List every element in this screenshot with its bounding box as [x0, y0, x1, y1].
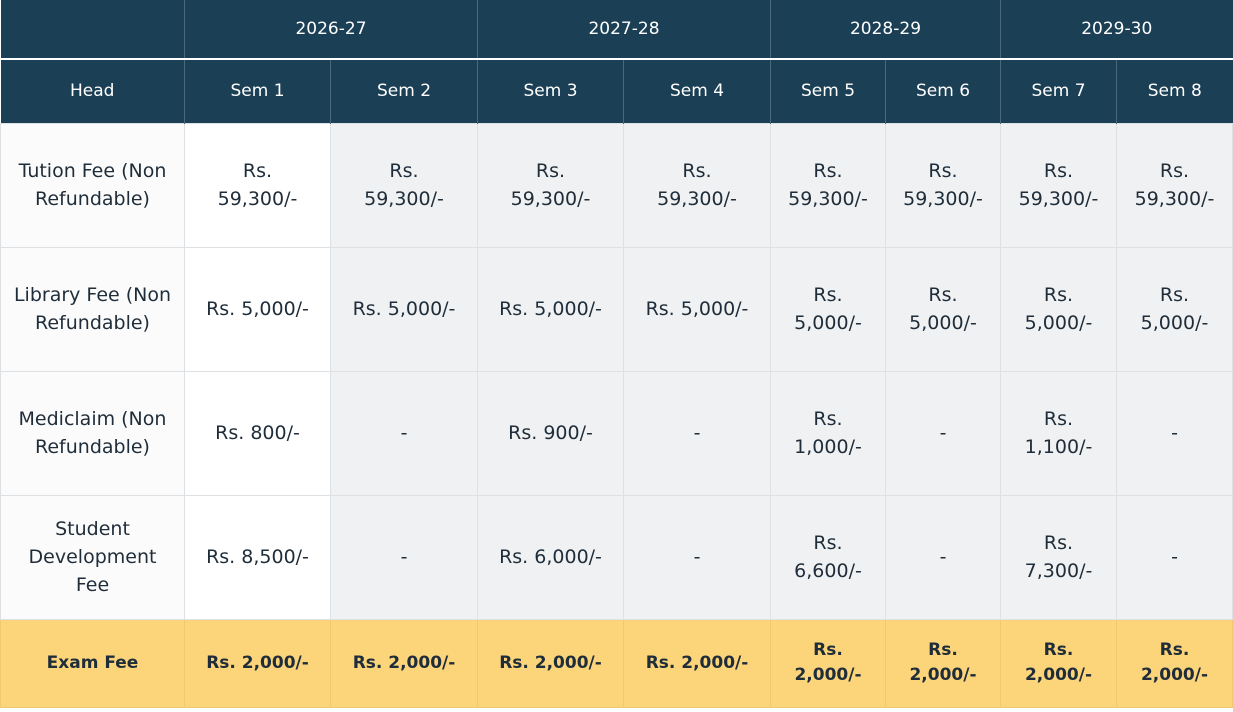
fee-cell: Rs. 1,000/-	[770, 370, 886, 496]
fee-cell: Rs. 59,300/-	[1000, 122, 1117, 248]
fee-value: Rs. 900/-	[477, 370, 624, 496]
fee-head-label: Tution Fee (Non Refundable)	[0, 122, 185, 248]
year-header-blank	[0, 0, 185, 60]
fee-cell: Rs. 59,300/-	[770, 122, 886, 248]
fee-cell: Rs. 2,000/-	[1000, 618, 1117, 708]
fee-head-label: Mediclaim (Non Refundable)	[0, 370, 185, 496]
fee-cell: Rs. 59,300/-	[885, 122, 1001, 248]
fee-value: -	[1116, 494, 1233, 620]
fee-value: Rs. 59,300/-	[1134, 160, 1215, 210]
fee-value: Rs. 59,300/-	[1018, 160, 1099, 210]
fee-cell: Rs. 5,000/-	[770, 246, 886, 372]
fee-value: Rs. 5,000/-	[1024, 284, 1093, 334]
table-row-mediclaim: Mediclaim (Non Refundable) Rs. 800/- - R…	[0, 370, 1233, 496]
fee-value: Rs. 5,000/-	[184, 246, 331, 372]
sem-header: Sem 8	[1116, 59, 1233, 123]
fee-value: Rs. 59,300/-	[657, 160, 737, 210]
fee-cell: Rs. 59,300/-	[477, 122, 624, 248]
fee-value: -	[885, 494, 1001, 620]
sem-header: Sem 5	[770, 59, 886, 123]
table-row-exam-fee: Exam Fee Rs. 2,000/- Rs. 2,000/- Rs. 2,0…	[0, 618, 1233, 708]
fee-value: Rs. 8,500/-	[184, 494, 331, 620]
fee-cell: Rs. 5,000/-	[1116, 246, 1233, 372]
fee-value: Rs. 6,000/-	[477, 494, 624, 620]
fee-value: Rs. 2,000/-	[184, 618, 331, 708]
fee-value: Rs. 59,300/-	[510, 160, 591, 210]
year-header-2027-28: 2027-28	[477, 0, 771, 60]
sem-header: Sem 7	[1000, 59, 1117, 123]
fee-value: -	[1116, 370, 1233, 496]
fee-value: Rs. 1,100/-	[1024, 408, 1093, 458]
sem-header: Sem 2	[330, 59, 478, 123]
year-header-2028-29: 2028-29	[770, 0, 1001, 60]
year-header-2026-27: 2026-27	[184, 0, 478, 60]
fee-value: Rs. 2,000/-	[477, 618, 624, 708]
fee-value: Rs. 5,000/-	[330, 246, 478, 372]
semester-header-row: Head Sem 1 Sem 2 Sem 3 Sem 4 Sem 5 Sem 6…	[0, 59, 1233, 123]
fee-value: Rs. 6,600/-	[794, 532, 862, 582]
fee-cell: Rs. 2,000/-	[885, 618, 1001, 708]
table-row-tuition-fee: Tution Fee (Non Refundable) Rs. 59,300/-…	[0, 122, 1233, 248]
fee-value: Rs. 59,300/-	[364, 160, 444, 210]
sem-header: Sem 4	[623, 59, 771, 123]
fee-value: Rs. 2,000/-	[909, 640, 977, 685]
fee-value: -	[623, 370, 771, 496]
fee-value: Rs. 800/-	[184, 370, 331, 496]
fee-value: -	[885, 370, 1001, 496]
fee-value: Rs. 2,000/-	[623, 618, 771, 708]
fee-cell: Rs. 59,300/-	[1116, 122, 1233, 248]
fee-value: -	[330, 494, 478, 620]
fee-value: Rs. 5,000/-	[909, 284, 977, 334]
fee-cell: Rs. 5,000/-	[1000, 246, 1117, 372]
table-row-student-development-fee: Student Development Fee Rs. 8,500/- - Rs…	[0, 494, 1233, 620]
fee-value: Rs. 5,000/-	[794, 284, 862, 334]
fee-value: Rs. 59,300/-	[903, 160, 983, 210]
fee-value: Rs. 5,000/-	[1140, 284, 1209, 334]
fee-value: Rs. 7,300/-	[1024, 532, 1093, 582]
fee-value: Rs. 2,000/-	[1024, 640, 1093, 685]
fee-head-label: Exam Fee	[0, 618, 185, 708]
fee-value: Rs. 2,000/-	[794, 640, 862, 685]
sem-header: Sem 6	[885, 59, 1001, 123]
fee-cell: Rs. 59,300/-	[623, 122, 771, 248]
fee-value: Rs. 1,000/-	[794, 408, 862, 458]
sem-header: Sem 1	[184, 59, 331, 123]
fee-value: Rs. 5,000/-	[477, 246, 624, 372]
head-column-header: Head	[0, 59, 185, 123]
sem-header: Sem 3	[477, 59, 624, 123]
year-header-2029-30: 2029-30	[1000, 0, 1233, 60]
fee-value: Rs. 2,000/-	[1140, 640, 1209, 685]
fee-head-label: Student Development Fee	[0, 494, 185, 620]
fee-value: -	[330, 370, 478, 496]
fee-value: Rs. 59,300/-	[217, 160, 298, 210]
fee-value: -	[623, 494, 771, 620]
fee-cell: Rs. 7,300/-	[1000, 494, 1117, 620]
fee-cell: Rs. 59,300/-	[330, 122, 478, 248]
fee-cell: Rs. 1,100/-	[1000, 370, 1117, 496]
fee-cell: Rs. 59,300/-	[184, 122, 331, 248]
fee-cell: Rs. 5,000/-	[885, 246, 1001, 372]
year-header-row: 2026-27 2027-28 2028-29 2029-30	[0, 0, 1233, 60]
table-row-library-fee: Library Fee (Non Refundable) Rs. 5,000/-…	[0, 246, 1233, 372]
fee-value: Rs. 2,000/-	[330, 618, 478, 708]
fee-cell: Rs. 2,000/-	[770, 618, 886, 708]
fee-cell: Rs. 6,600/-	[770, 494, 886, 620]
fee-value: Rs. 5,000/-	[623, 246, 771, 372]
fee-value: Rs. 59,300/-	[788, 160, 868, 210]
fee-cell: Rs. 2,000/-	[1116, 618, 1233, 708]
fee-head-label: Library Fee (Non Refundable)	[0, 246, 185, 372]
